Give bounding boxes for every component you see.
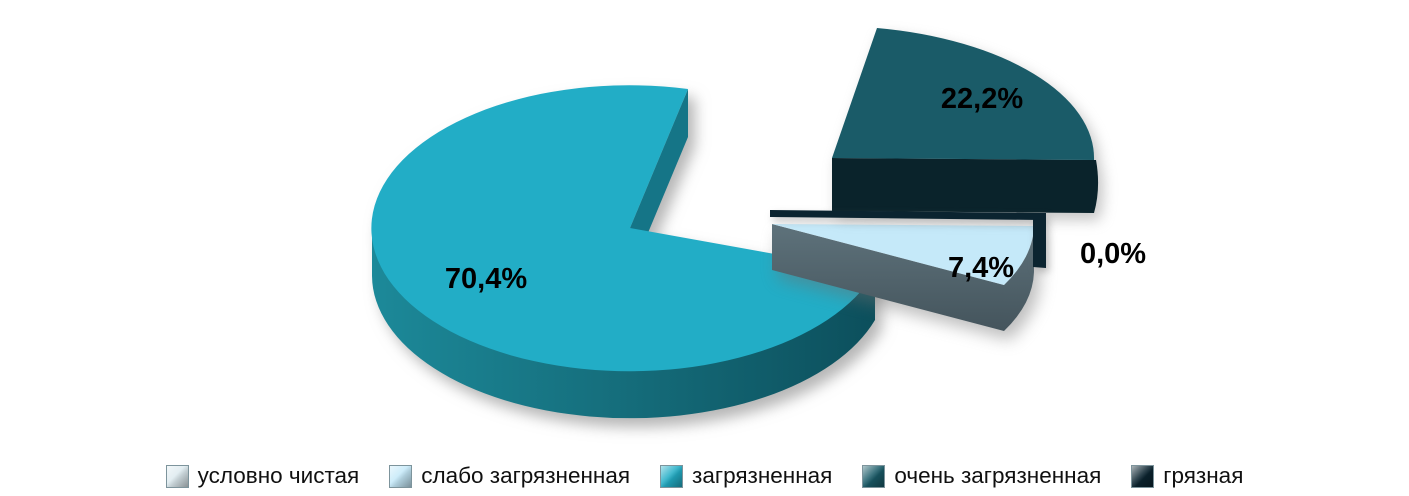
legend-label: грязная (1163, 463, 1244, 489)
legend-item-ochen-zagryaznennaya: очень загрязненная (862, 465, 1101, 488)
chart-legend: условно чистая слабо загрязненная загряз… (0, 465, 1409, 488)
legend-swatch-slabo-zagryaznennaya (389, 465, 413, 488)
slice-zagryaznennaya-top (371, 85, 875, 372)
data-label-zagryaznennaya: 70,4% (445, 263, 527, 295)
slice-ochen-top (832, 28, 1095, 160)
legend-label: очень загрязненная (894, 463, 1102, 489)
data-label-uslovno-chistaya: 0,0% (1080, 238, 1146, 270)
slice-ochen-zagryaznennaya (832, 28, 1099, 213)
slice-ochen-side (832, 158, 1099, 213)
data-label-slabo-zagryaznennaya: 7,4% (948, 252, 1014, 284)
legend-swatch-ochen-zagryaznennaya (862, 465, 886, 488)
legend-label: загрязненная (692, 463, 833, 489)
legend-item-uslovno-chistaya: условно чистая (165, 463, 360, 489)
slice-slabo-arc-wall (1004, 226, 1034, 331)
legend-swatch-uslovno-chistaya (165, 465, 189, 488)
legend-swatch-gryaznaya (1131, 465, 1155, 488)
legend-item-gryaznaya: грязная (1131, 465, 1243, 488)
slice-slabo-zagryaznennaya (772, 224, 1034, 331)
slice-slabo-top (772, 224, 1034, 285)
slice-zagryaznennaya (371, 85, 875, 419)
slice-zagryaznennaya-cut-face (630, 89, 688, 276)
legend-item-zagryaznennaya: загрязненная (660, 465, 832, 488)
legend-label: слабо загрязненная (421, 463, 631, 489)
slice-gryaznaya-sliver (770, 210, 1046, 268)
slice-gryaznaya-edge-face (1033, 213, 1046, 268)
data-label-ochen-zagryaznennaya: 22,2% (941, 83, 1023, 115)
slice-slabo-radius-face (772, 224, 1004, 331)
legend-swatch-zagryaznennaya (660, 465, 684, 488)
slice-zagryaznennaya-side-wall (372, 228, 875, 419)
slice-gryaznaya-strip (770, 210, 1041, 220)
legend-item-slabo-zagryaznennaya: слабо загрязненная (389, 465, 630, 488)
legend-label: условно чистая (197, 463, 360, 489)
